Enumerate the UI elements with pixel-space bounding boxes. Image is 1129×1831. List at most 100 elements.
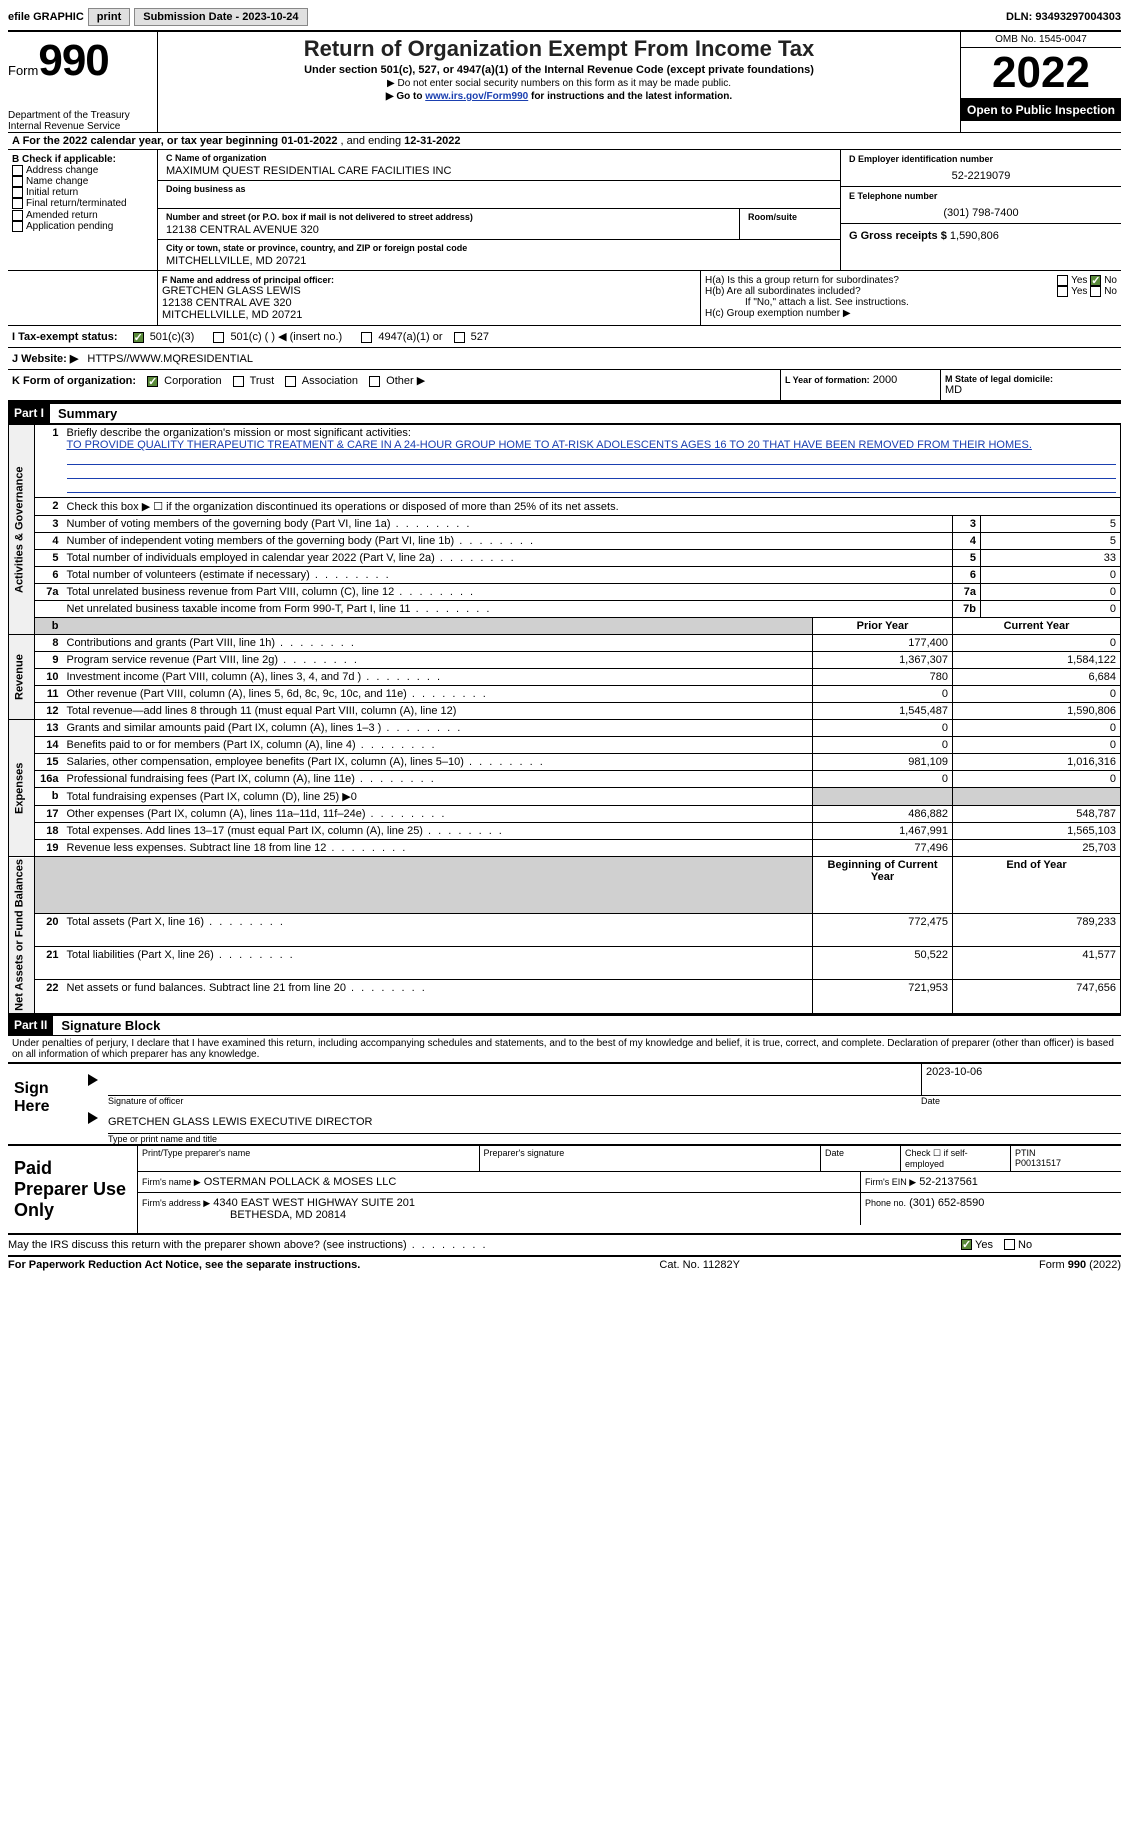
current-year-hdr: Current Year bbox=[953, 618, 1121, 635]
cb-527[interactable] bbox=[454, 332, 465, 343]
current-val: 0 bbox=[953, 720, 1121, 737]
section-a: A For the 2022 calendar year, or tax yea… bbox=[8, 132, 1121, 149]
cb-amended[interactable] bbox=[12, 210, 23, 221]
prior-val: 177,400 bbox=[813, 635, 953, 652]
yof-value: 2000 bbox=[873, 374, 897, 386]
current-val: 1,590,806 bbox=[953, 703, 1121, 720]
cb-address-change[interactable] bbox=[12, 165, 23, 176]
submission-date-button[interactable]: Submission Date - 2023-10-24 bbox=[134, 8, 307, 26]
current-val: 747,656 bbox=[953, 980, 1121, 1013]
current-val: 1,565,103 bbox=[953, 823, 1121, 840]
yes-label2: Yes bbox=[1071, 286, 1087, 297]
table-row: 6Total number of volunteers (estimate if… bbox=[9, 567, 1121, 584]
firm-name-label: Firm's name ▶ bbox=[142, 1177, 201, 1187]
gross-label: G Gross receipts $ bbox=[849, 230, 947, 242]
ha-yes[interactable] bbox=[1057, 275, 1068, 286]
sig-date-label: Date bbox=[921, 1096, 1121, 1106]
open-public: Open to Public Inspection bbox=[961, 99, 1121, 121]
officer-label: F Name and address of principal officer: bbox=[162, 275, 696, 285]
phone-label: E Telephone number bbox=[849, 191, 1113, 201]
hb-note: If "No," attach a list. See instructions… bbox=[705, 297, 1117, 308]
cb-other[interactable] bbox=[369, 376, 380, 387]
discuss-no[interactable] bbox=[1004, 1239, 1015, 1250]
opt-501c: 501(c) ( ) ◀ (insert no.) bbox=[230, 331, 342, 343]
cb-assoc[interactable] bbox=[285, 376, 296, 387]
discuss-yes[interactable] bbox=[961, 1239, 972, 1250]
cb-501c[interactable] bbox=[213, 332, 224, 343]
line-m: M State of legal domicile: MD bbox=[941, 370, 1121, 400]
prior-val: 1,545,487 bbox=[813, 703, 953, 720]
print-button[interactable]: print bbox=[88, 8, 130, 26]
hb-no[interactable] bbox=[1090, 286, 1101, 297]
tax-status-label: I Tax-exempt status: bbox=[12, 331, 118, 343]
row-desc: Number of independent voting members of … bbox=[63, 533, 953, 550]
current-val: 1,584,122 bbox=[953, 652, 1121, 669]
row-num: 15 bbox=[35, 754, 63, 771]
current-val: 789,233 bbox=[953, 913, 1121, 946]
line-j: J Website: ▶ HTTPS//WWW.MQRESIDENTIAL bbox=[8, 347, 1121, 369]
cb-corp[interactable] bbox=[147, 376, 158, 387]
ein-label: D Employer identification number bbox=[849, 154, 1113, 164]
tax-year: 2022 bbox=[961, 48, 1121, 99]
row-desc: Total expenses. Add lines 13–17 (must eq… bbox=[63, 823, 813, 840]
opt-assoc: Association bbox=[302, 375, 358, 387]
row-num: 6 bbox=[35, 567, 63, 584]
cb-trust[interactable] bbox=[233, 376, 244, 387]
opt-trust: Trust bbox=[250, 375, 275, 387]
cb-name-change[interactable] bbox=[12, 176, 23, 187]
table-row: 11Other revenue (Part VIII, column (A), … bbox=[9, 686, 1121, 703]
sig-name: GRETCHEN GLASS LEWIS EXECUTIVE DIRECTOR bbox=[108, 1106, 1121, 1134]
footer-left: For Paperwork Reduction Act Notice, see … bbox=[8, 1259, 360, 1271]
cb-final[interactable] bbox=[12, 198, 23, 209]
hb-yes[interactable] bbox=[1057, 286, 1068, 297]
cb-4947[interactable] bbox=[361, 332, 372, 343]
no-label: No bbox=[1104, 275, 1117, 286]
table-row: 12Total revenue—add lines 8 through 11 (… bbox=[9, 703, 1121, 720]
opt-amended: Amended return bbox=[26, 210, 98, 221]
row-val: 0 bbox=[981, 584, 1121, 601]
org-name: MAXIMUM QUEST RESIDENTIAL CARE FACILITIE… bbox=[162, 164, 836, 178]
klm-row: K Form of organization: Corporation Trus… bbox=[8, 369, 1121, 402]
form-note1: ▶ Do not enter social security numbers o… bbox=[164, 78, 954, 89]
row-num: 19 bbox=[35, 840, 63, 857]
year-label: A For the 2022 calendar year, or tax yea… bbox=[12, 135, 281, 147]
opt-other: Other ▶ bbox=[386, 375, 425, 387]
row-num: 20 bbox=[35, 913, 63, 946]
row-box: 5 bbox=[953, 550, 981, 567]
yes-label: Yes bbox=[1071, 275, 1087, 286]
omb-number: OMB No. 1545-0047 bbox=[961, 32, 1121, 48]
prior-val: 981,109 bbox=[813, 754, 953, 771]
part1-title: Summary bbox=[50, 404, 125, 423]
summary-table: Activities & Governance 1 Briefly descri… bbox=[8, 424, 1121, 1014]
row-desc: Net unrelated business taxable income fr… bbox=[63, 601, 953, 618]
form-subtitle: Under section 501(c), 527, or 4947(a)(1)… bbox=[164, 64, 954, 76]
part2-bar: Part II bbox=[8, 1016, 53, 1035]
q1-label: Briefly describe the organization's miss… bbox=[67, 427, 411, 439]
line-i: I Tax-exempt status: 501(c)(3) 501(c) ( … bbox=[8, 325, 1121, 347]
prior-val: 1,467,991 bbox=[813, 823, 953, 840]
row-val: 0 bbox=[981, 601, 1121, 618]
ha-no[interactable] bbox=[1090, 275, 1101, 286]
cb-501c3[interactable] bbox=[133, 332, 144, 343]
header-mid: Return of Organization Exempt From Incom… bbox=[158, 32, 961, 132]
ha-label: H(a) Is this a group return for subordin… bbox=[705, 275, 1057, 286]
table-row: 17Other expenses (Part IX, column (A), l… bbox=[9, 806, 1121, 823]
row-desc: Total unrelated business revenue from Pa… bbox=[63, 584, 953, 601]
fh-block: F Name and address of principal officer:… bbox=[8, 270, 1121, 325]
irs-link[interactable]: www.irs.gov/Form990 bbox=[425, 91, 528, 102]
yes-label3: Yes bbox=[975, 1239, 993, 1251]
year-mid: , and ending bbox=[341, 135, 405, 147]
cb-initial[interactable] bbox=[12, 187, 23, 198]
row-num: 22 bbox=[35, 980, 63, 1013]
row-desc: Salaries, other compensation, employee b… bbox=[63, 754, 813, 771]
arrow-icon bbox=[88, 1112, 98, 1124]
block-de: D Employer identification number 52-2219… bbox=[841, 150, 1121, 270]
row-desc: Other revenue (Part VIII, column (A), li… bbox=[63, 686, 813, 703]
street-address: 12138 CENTRAL AVENUE 320 bbox=[162, 223, 735, 237]
cb-pending[interactable] bbox=[12, 221, 23, 232]
year-end: 12-31-2022 bbox=[404, 135, 460, 147]
gross-value: 1,590,806 bbox=[950, 230, 999, 242]
row-desc: Other expenses (Part IX, column (A), lin… bbox=[63, 806, 813, 823]
row-num: 14 bbox=[35, 737, 63, 754]
current-val: 25,703 bbox=[953, 840, 1121, 857]
